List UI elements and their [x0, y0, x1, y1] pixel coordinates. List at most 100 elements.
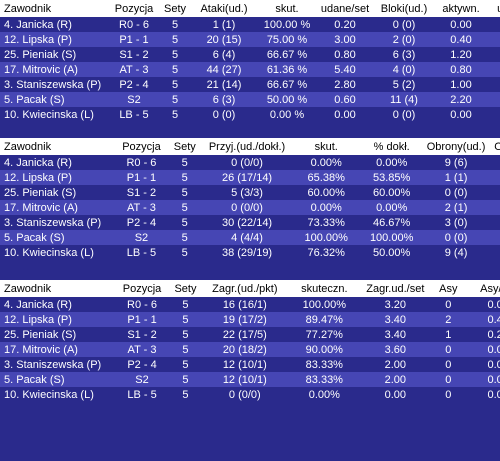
digs-per-set-cell: 1.20	[488, 155, 500, 170]
column-header-position[interactable]: Pozycja	[108, 0, 160, 17]
column-header-player[interactable]: Zawodnik	[0, 280, 115, 297]
table-row[interactable]: 5. Pacak (S) S2 5 6 (3) 50.00 % 0.60 11 (4) 2.2…	[0, 92, 500, 107]
sets-cell: 5	[182, 388, 189, 401]
sets-cell: 5	[171, 18, 179, 31]
column-header-reception-efficiency[interactable]: skut.	[293, 138, 359, 155]
blocks-cell: 2 (0)	[374, 32, 434, 47]
position-cell: S1 - 2	[127, 328, 157, 341]
serve-efficiency-cell: 77.27%	[305, 328, 343, 341]
column-header-attacks[interactable]: Ataki(ud.)	[190, 0, 258, 17]
table-row[interactable]: 17. Mitrovic (A) AT - 3 5 44 (27) 61.36 % 5.4…	[0, 62, 500, 77]
column-header-sets[interactable]: Sety	[169, 280, 202, 297]
player-cell: 4. Janicka (R)	[4, 156, 72, 169]
column-header-blocks[interactable]: Bloki(ud.)	[374, 0, 434, 17]
table-row[interactable]: 12. Lipska (P) P1 - 1 5 20 (15) 75.00 % 3.00 2…	[0, 32, 500, 47]
receptions-cell: 38 (29/19)	[221, 246, 273, 259]
sets-cell: 5	[169, 312, 202, 327]
attacks-cell: 1 (1)	[212, 18, 236, 31]
table-row[interactable]: 10. Kwiecinska (L) LB - 5 5 0 (0/0) 0.00% 0.0…	[0, 387, 500, 402]
aces-per-set-cell: 0.40	[466, 312, 500, 327]
column-header-receptions[interactable]: Przyj.(ud./dokł.)	[200, 138, 294, 155]
blocks-cell: 0 (0)	[392, 108, 416, 121]
column-header-digs-per-set[interactable]: Obr./s	[487, 138, 500, 155]
table-row[interactable]: 10. Kwiecinska (L) LB - 5 5 38 (29/19) 76.32…	[0, 245, 500, 260]
digs-cell: 3 (0)	[444, 216, 468, 229]
reception-accuracy-cell: 0.00%	[358, 200, 425, 215]
aces-cell: 1	[445, 328, 452, 341]
activity-cell: 0.40	[434, 32, 488, 47]
serves-cell: 20 (18/2)	[201, 342, 289, 357]
position-cell: S1 - 2	[126, 186, 157, 199]
attacks-cell: 0 (0)	[212, 108, 236, 121]
table-row[interactable]: 4. Janicka (R) R0 - 6 5 1 (1) 100.00 % 0.20 0 …	[0, 17, 500, 32]
table-row[interactable]: 25. Pieniak (S) S1 - 2 5 22 (17/5) 77.27% 3.4…	[0, 327, 500, 342]
sets-cell: 5	[171, 108, 179, 121]
column-header-serves-per-set[interactable]: Zagr.ud./set	[360, 280, 431, 297]
column-header-aces[interactable]: Asy	[430, 280, 467, 297]
table-row[interactable]: 12. Lipska (P) P1 - 1 5 26 (17/14) 65.38% 53.…	[0, 170, 500, 185]
sets-cell: 5	[168, 200, 201, 215]
table-row[interactable]: 17. Mitrovic (A) AT - 3 5 20 (18/2) 90.00% 3.…	[0, 342, 500, 357]
reception-efficiency-cell: 100.00%	[293, 230, 359, 245]
receptions-cell: 5 (3/3)	[231, 186, 263, 199]
table-row[interactable]: 5. Pacak (S) S2 5 4 (4/4) 100.00% 100.00% 0 (0…	[0, 230, 500, 245]
digs-per-set-cell: 0.00	[487, 230, 500, 245]
serves-cell: 12 (10/1)	[222, 358, 267, 371]
column-header-reception-accuracy[interactable]: % dokł.	[358, 138, 425, 155]
column-header-player[interactable]: Zawodnik	[0, 0, 108, 17]
serve-efficiency-cell: 90.00%	[288, 342, 361, 357]
table-row[interactable]: 25. Pieniak (S) S1 - 2 5 6 (4) 66.67 % 0.80 6 …	[0, 47, 500, 62]
blocks-per-set-cell: 0.00	[488, 32, 500, 47]
column-header-player[interactable]: Zawodnik	[0, 138, 115, 155]
column-header-position[interactable]: Pozycja	[114, 138, 169, 155]
successful-per-set-cell: 0.00	[334, 108, 356, 121]
column-header-activity[interactable]: aktywn.	[434, 0, 488, 17]
table-row[interactable]: 3. Staniszewska (P) P2 - 4 5 12 (10/1) 83.33…	[0, 357, 500, 372]
table-row[interactable]: 3. Staniszewska (P) P2 - 4 5 21 (14) 66.67 %…	[0, 77, 500, 92]
table-row[interactable]: 12. Lipska (P) P1 - 1 5 19 (17/2) 89.47% 3.40…	[0, 312, 500, 327]
activity-cell: 1.20	[450, 48, 472, 61]
attacks-cell: 20 (15)	[190, 32, 258, 47]
aces-cell: 0	[430, 372, 467, 387]
table-row[interactable]: 4. Janicka (R) R0 - 6 5 16 (16/1) 100.00% 3.2…	[0, 297, 500, 312]
reception-accuracy-cell: 50.00%	[373, 246, 411, 259]
column-header-position[interactable]: Pozycja	[114, 280, 170, 297]
activity-cell: 0.80	[434, 62, 488, 77]
column-header-successful-per-set[interactable]: udane/set	[316, 0, 374, 17]
table-row[interactable]: 10. Kwiecinska (L) LB - 5 5 0 (0) 0.00 % 0.00…	[0, 107, 500, 122]
table-row[interactable]: 4. Janicka (R) R0 - 6 5 0 (0/0) 0.00% 0.00% 9 …	[0, 155, 500, 170]
position-cell: S1 - 2	[119, 48, 149, 61]
sets-cell: 5	[169, 372, 202, 387]
table-row[interactable]: 3. Staniszewska (P) P2 - 4 5 30 (22/14) 73.3…	[0, 215, 500, 230]
serve-efficiency-cell: 0.00%	[308, 388, 340, 401]
activity-cell: 1.00	[450, 78, 472, 91]
reception-efficiency-cell: 0.00%	[310, 156, 342, 169]
column-header-sets[interactable]: Sety	[160, 0, 190, 17]
column-header-digs[interactable]: Obrony(ud.)	[424, 138, 488, 155]
column-header-aces-per-set[interactable]: Asy/set	[466, 280, 500, 297]
column-header-attack-efficiency[interactable]: skut.	[258, 0, 316, 17]
position-cell: AT - 3	[108, 62, 160, 77]
column-header-sets[interactable]: Sety	[168, 138, 201, 155]
sets-cell: 5	[181, 246, 188, 259]
player-cell: 3. Staniszewska (P)	[4, 216, 102, 229]
digs-per-set-cell: 0.20	[487, 200, 500, 215]
attack-efficiency-cell: 61.36 %	[258, 62, 316, 77]
sets-cell: 5	[182, 328, 189, 341]
column-header-blocks-per-set[interactable]: ud./s	[488, 0, 500, 17]
digs-cell: 0 (0)	[424, 230, 488, 245]
reception-efficiency-cell: 65.38%	[293, 170, 359, 185]
aces-cell: 0	[445, 298, 452, 311]
column-header-serves[interactable]: Zagr.(ud./pkt)	[201, 280, 289, 297]
table-row[interactable]: 25. Pieniak (S) S1 - 2 5 5 (3/3) 60.00% 60.00…	[0, 185, 500, 200]
position-cell: LB - 5	[119, 108, 149, 121]
digs-cell: 1 (1)	[424, 170, 488, 185]
reception-accuracy-cell: 53.85%	[358, 170, 425, 185]
sets-cell: 5	[182, 358, 189, 371]
column-header-serve-efficiency[interactable]: skuteczn.	[288, 280, 361, 297]
player-cell: 25. Pieniak (S)	[4, 48, 77, 61]
aces-per-set-cell: 0.00	[466, 342, 500, 357]
